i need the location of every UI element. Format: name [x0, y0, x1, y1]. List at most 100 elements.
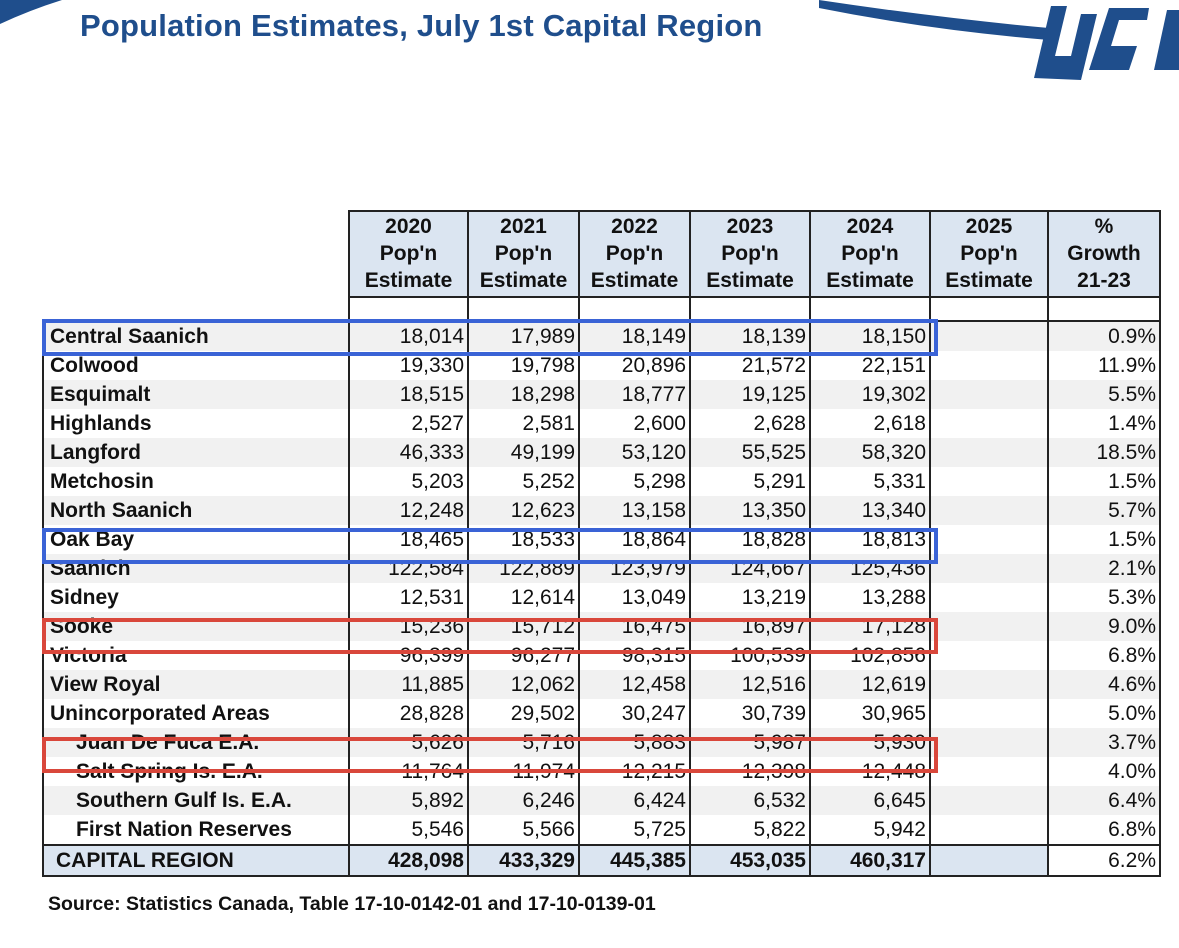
- value-cell-2025: [929, 554, 1049, 583]
- value-cell-2021: 5,566: [467, 815, 580, 846]
- value-cell-2024: 12,448: [809, 757, 931, 786]
- value-cell-2020: 5,546: [348, 815, 469, 846]
- value-cell-2020: 12,248: [348, 496, 469, 525]
- table-row: Colwood 19,330 19,798 20,896 21,572 22,151 11.…: [42, 351, 1161, 380]
- row-label: Esquimalt: [42, 380, 350, 409]
- row-label: Oak Bay: [42, 525, 350, 554]
- value-cell-2022: 5,298: [578, 467, 691, 496]
- header-row: 2020 Pop'n Estimate 2021 Pop'n Estimate 2022…: [43, 210, 1161, 298]
- row-label: Highlands: [42, 409, 350, 438]
- value-cell-2022: 12,215: [578, 757, 691, 786]
- value-cell-2023: 19,125: [689, 380, 811, 409]
- table-row: Langford 46,333 49,199 53,120 55,525 58,320 18…: [42, 438, 1161, 467]
- growth-cell: 11.9%: [1047, 351, 1161, 380]
- header-2025: 2025 Pop'n Estimate: [929, 210, 1049, 298]
- value-cell-2025: [929, 321, 1049, 351]
- value-cell-2023: 5,291: [689, 467, 811, 496]
- value-cell-2025: [929, 670, 1049, 699]
- value-cell-2024: 102,856: [809, 641, 931, 670]
- value-cell-2024: 58,320: [809, 438, 931, 467]
- value-cell-2021: 15,712: [467, 612, 580, 641]
- value-cell-2023: 13,219: [689, 583, 811, 612]
- value-cell-2020: 15,236: [348, 612, 469, 641]
- population-table: 2020 Pop'n Estimate 2021 Pop'n Estimate 2022…: [42, 210, 1161, 877]
- source-note: Source: Statistics Canada, Table 17-10-0…: [48, 893, 656, 915]
- value-cell-2024: 5,942: [809, 815, 931, 846]
- value-cell-2024: 17,128: [809, 612, 931, 641]
- growth-cell: 2.1%: [1047, 554, 1161, 583]
- table-row: Sidney 12,531 12,614 13,049 13,219 13,288 5.3%: [42, 583, 1161, 612]
- value-cell-2025: [929, 525, 1049, 554]
- total-value-cell-2021: 433,329: [467, 844, 580, 877]
- value-cell-2024: 125,436: [809, 554, 931, 583]
- value-cell-2025: [929, 757, 1049, 786]
- value-cell-2025: [929, 786, 1049, 815]
- total-row: CAPITAL REGION 428,098 433,329 445,385 453,0…: [42, 844, 1161, 877]
- value-cell-2020: 46,333: [348, 438, 469, 467]
- value-cell-2025: [929, 467, 1049, 496]
- value-cell-2021: 12,062: [467, 670, 580, 699]
- page-title: Population Estimates, July 1st Capital R…: [80, 8, 763, 43]
- value-cell-2022: 13,049: [578, 583, 691, 612]
- growth-cell: 5.7%: [1047, 496, 1161, 525]
- value-cell-2025: [929, 699, 1049, 728]
- table-row: Esquimalt 18,515 18,298 18,777 19,125 19,302 5…: [42, 380, 1161, 409]
- header-growth: % Growth 21-23: [1047, 210, 1161, 298]
- value-cell-2022: 53,120: [578, 438, 691, 467]
- growth-cell: 1.4%: [1047, 409, 1161, 438]
- table-row: Salt Spring Is. E.A. 11,764 11,974 12,215 12…: [42, 757, 1161, 786]
- value-cell-2021: 2,581: [467, 409, 580, 438]
- value-cell-2022: 5,883: [578, 728, 691, 757]
- value-cell-2022: 98,315: [578, 641, 691, 670]
- value-cell-2024: 13,340: [809, 496, 931, 525]
- table-row: Sooke 15,236 15,712 16,475 16,897 17,128 9.0%: [42, 612, 1161, 641]
- table-row: View Royal 11,885 12,062 12,458 12,516 12,619…: [42, 670, 1161, 699]
- value-cell-2020: 5,626: [348, 728, 469, 757]
- value-cell-2023: 100,539: [689, 641, 811, 670]
- growth-cell: 1.5%: [1047, 525, 1161, 554]
- growth-cell: 0.9%: [1047, 321, 1161, 351]
- row-label: First Nation Reserves: [42, 815, 350, 846]
- value-cell-2022: 18,864: [578, 525, 691, 554]
- value-cell-2020: 96,399: [348, 641, 469, 670]
- value-cell-2024: 6,645: [809, 786, 931, 815]
- value-cell-2021: 122,889: [467, 554, 580, 583]
- value-cell-2024: 5,331: [809, 467, 931, 496]
- value-cell-2021: 17,989: [467, 321, 580, 351]
- growth-cell: 9.0%: [1047, 612, 1161, 641]
- table-row: Southern Gulf Is. E.A. 5,892 6,246 6,424 6,5…: [42, 786, 1161, 815]
- table-row: Victoria 96,399 96,277 98,315 100,539 102,856…: [42, 641, 1161, 670]
- total-value-cell-2022: 445,385: [578, 844, 691, 877]
- row-label: North Saanich: [42, 496, 350, 525]
- logo-graphic: [819, 0, 1179, 80]
- growth-cell: 18.5%: [1047, 438, 1161, 467]
- value-cell-2023: 18,139: [689, 321, 811, 351]
- value-cell-2021: 12,614: [467, 583, 580, 612]
- value-cell-2023: 124,667: [689, 554, 811, 583]
- total-value-cell-2025: [929, 844, 1049, 877]
- total-value-cell-2020: 428,098: [348, 844, 469, 877]
- value-cell-2024: 12,619: [809, 670, 931, 699]
- value-cell-2021: 18,298: [467, 380, 580, 409]
- growth-cell: 4.0%: [1047, 757, 1161, 786]
- table-row: Central Saanich 18,014 17,989 18,149 18,139 1…: [42, 321, 1161, 351]
- value-cell-2020: 18,465: [348, 525, 469, 554]
- table-row: Juan De Fuca E.A. 5,626 5,716 5,883 5,987 5,9…: [42, 728, 1161, 757]
- total-value-cell-2023: 453,035: [689, 844, 811, 877]
- header-2021: 2021 Pop'n Estimate: [467, 210, 580, 298]
- growth-cell: 5.5%: [1047, 380, 1161, 409]
- value-cell-2024: 2,618: [809, 409, 931, 438]
- value-cell-2024: 30,965: [809, 699, 931, 728]
- value-cell-2021: 96,277: [467, 641, 580, 670]
- total-label: CAPITAL REGION: [42, 844, 350, 877]
- value-cell-2022: 13,158: [578, 496, 691, 525]
- value-cell-2022: 123,979: [578, 554, 691, 583]
- value-cell-2020: 2,527: [348, 409, 469, 438]
- table-row: Saanich 122,584 122,889 123,979 124,667 125,4…: [42, 554, 1161, 583]
- value-cell-2025: [929, 409, 1049, 438]
- value-cell-2021: 11,974: [467, 757, 580, 786]
- value-cell-2023: 6,532: [689, 786, 811, 815]
- header-2022: 2022 Pop'n Estimate: [578, 210, 691, 298]
- value-cell-2022: 18,777: [578, 380, 691, 409]
- value-cell-2021: 5,716: [467, 728, 580, 757]
